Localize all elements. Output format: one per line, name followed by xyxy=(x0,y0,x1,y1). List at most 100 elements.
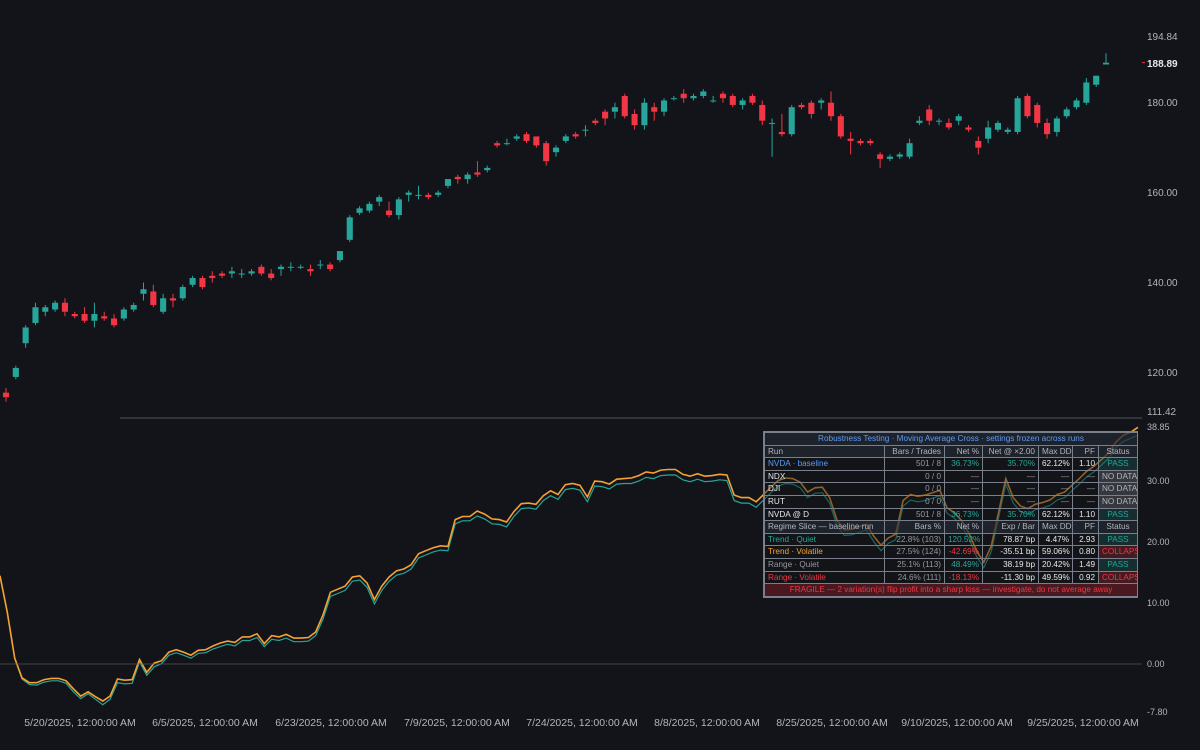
candle-body xyxy=(474,172,481,175)
run-header-cell: Run xyxy=(764,444,885,459)
price-tick: 140.00 xyxy=(1147,278,1178,289)
candle-body xyxy=(199,278,206,288)
candle-body xyxy=(32,307,39,323)
equity-tick: 30.00 xyxy=(1147,476,1170,486)
candle-body xyxy=(680,93,687,99)
candle-body xyxy=(160,298,167,312)
candle-body xyxy=(1102,62,1110,65)
equity-tick: 38.85 xyxy=(1147,422,1170,432)
candle-body xyxy=(140,289,147,294)
candle-body xyxy=(317,264,324,266)
price-tick: 111.42 xyxy=(1147,407,1177,418)
panel-title: Robustness Testing · Moving Average Cros… xyxy=(763,432,1139,446)
regime-header-cell: Status xyxy=(1097,520,1139,534)
candle-body xyxy=(778,131,785,135)
run-row: DJI 0 / 0 — — — — NO DATA xyxy=(764,482,1139,496)
regime-exp: 78.87 bp xyxy=(982,532,1039,547)
candle-body xyxy=(857,140,864,144)
date-tick: 8/8/2025, 12:00:00 AM xyxy=(654,717,760,729)
candle-body xyxy=(543,143,550,162)
candle-body xyxy=(385,210,393,216)
regime-header-row: Regime Slice — baseline run Bars % Net %… xyxy=(764,520,1139,534)
run-net2: 35.70% xyxy=(982,457,1039,471)
regime-dd: 49.59% xyxy=(1038,570,1073,585)
status-badge: COLLAPSE xyxy=(1097,570,1139,585)
candle-body xyxy=(759,104,766,121)
run-pf: — xyxy=(1072,469,1099,484)
date-tick: 6/5/2025, 12:00:00 AM xyxy=(152,717,258,729)
candle-body xyxy=(719,93,727,99)
candle-body xyxy=(896,154,903,157)
run-name: DJI xyxy=(764,482,885,496)
date-tick: 9/25/2025, 12:00:00 AM xyxy=(1027,717,1139,729)
price-tick: 194.84 xyxy=(1147,32,1178,43)
candle-body xyxy=(749,95,756,103)
run-row: NVDA @ D 501 / 8 36.73% 35.70% 62.12% 1.… xyxy=(764,507,1139,522)
candle-body xyxy=(729,95,736,105)
candle-body xyxy=(523,134,530,141)
run-pf: — xyxy=(1072,494,1099,509)
run-dd: — xyxy=(1038,469,1073,484)
regime-dd: 20.42% xyxy=(1038,557,1073,572)
candle-body xyxy=(1053,118,1060,132)
run-header-cell: Max DD xyxy=(1038,444,1073,459)
candle-body xyxy=(189,278,196,285)
candle-body xyxy=(808,102,815,114)
price-tick: 160.00 xyxy=(1147,188,1178,199)
run-net: — xyxy=(944,494,983,509)
regime-bars: 22.8% (103) xyxy=(884,532,945,547)
date-tick: 7/24/2025, 12:00:00 AM xyxy=(526,717,638,729)
regime-header-cell: Max DD xyxy=(1038,520,1073,534)
regime-header-cell: Net % xyxy=(944,520,983,534)
candle-body xyxy=(228,271,235,274)
candle-body xyxy=(1073,100,1080,108)
regime-net: 48.49% xyxy=(944,557,983,572)
regime-header-cell: Exp / Bar xyxy=(982,520,1039,534)
regime-pf: 2.93 xyxy=(1072,532,1099,547)
candle-body xyxy=(710,100,717,102)
last-price-label: 188.89 xyxy=(1147,59,1178,70)
candle-body xyxy=(602,111,609,119)
run-net2: 35.70% xyxy=(982,507,1039,522)
regime-net: -42.69% xyxy=(944,545,983,559)
candle-body xyxy=(179,287,186,299)
run-row: NVDA · baseline 501 / 8 36.73% 35.70% 62… xyxy=(764,457,1139,471)
robustness-table: Robustness Testing · Moving Average Cros… xyxy=(763,432,1139,597)
candle-body xyxy=(130,305,137,310)
price-pane xyxy=(2,53,1145,402)
regime-net: -18.13% xyxy=(944,570,983,585)
candle-body xyxy=(110,318,118,326)
equity-axis: 38.85 30.00 20.00 10.00 0.00 -7.80 xyxy=(1147,422,1170,717)
status-badge: PASS xyxy=(1097,557,1139,572)
candle-body xyxy=(307,269,314,272)
candle-body xyxy=(611,107,618,112)
date-tick: 8/25/2025, 12:00:00 AM xyxy=(776,717,888,729)
candle-body xyxy=(297,266,304,268)
candle-body xyxy=(435,192,442,195)
regime-exp: -35.51 bp xyxy=(982,545,1039,559)
candle-body xyxy=(238,273,245,275)
run-dd: — xyxy=(1038,482,1073,496)
candle-body xyxy=(1083,82,1090,103)
candle-body xyxy=(670,98,677,100)
candle-body xyxy=(631,113,638,126)
candle-body xyxy=(798,104,805,108)
regime-name: Trend · Quiet xyxy=(764,532,885,547)
candle-body xyxy=(690,95,697,99)
candle-body xyxy=(71,313,78,317)
candle-body xyxy=(1004,129,1011,132)
candle-body xyxy=(1034,104,1041,123)
candle-body xyxy=(827,102,835,117)
equity-tick: 0.00 xyxy=(1147,659,1165,669)
status-badge: PASS xyxy=(1097,532,1139,547)
regime-exp: 38.19 bp xyxy=(982,557,1039,572)
verdict-text: FRAGILE — 2 variation(s) flip profit int… xyxy=(763,583,1139,597)
run-net2: — xyxy=(982,482,1039,496)
run-pf: — xyxy=(1072,482,1099,496)
candle-body xyxy=(81,313,88,321)
candle-body xyxy=(1093,75,1100,85)
candle-body xyxy=(405,192,412,195)
candle-body xyxy=(965,127,972,130)
candle-body xyxy=(12,367,19,377)
run-net: — xyxy=(944,469,983,484)
